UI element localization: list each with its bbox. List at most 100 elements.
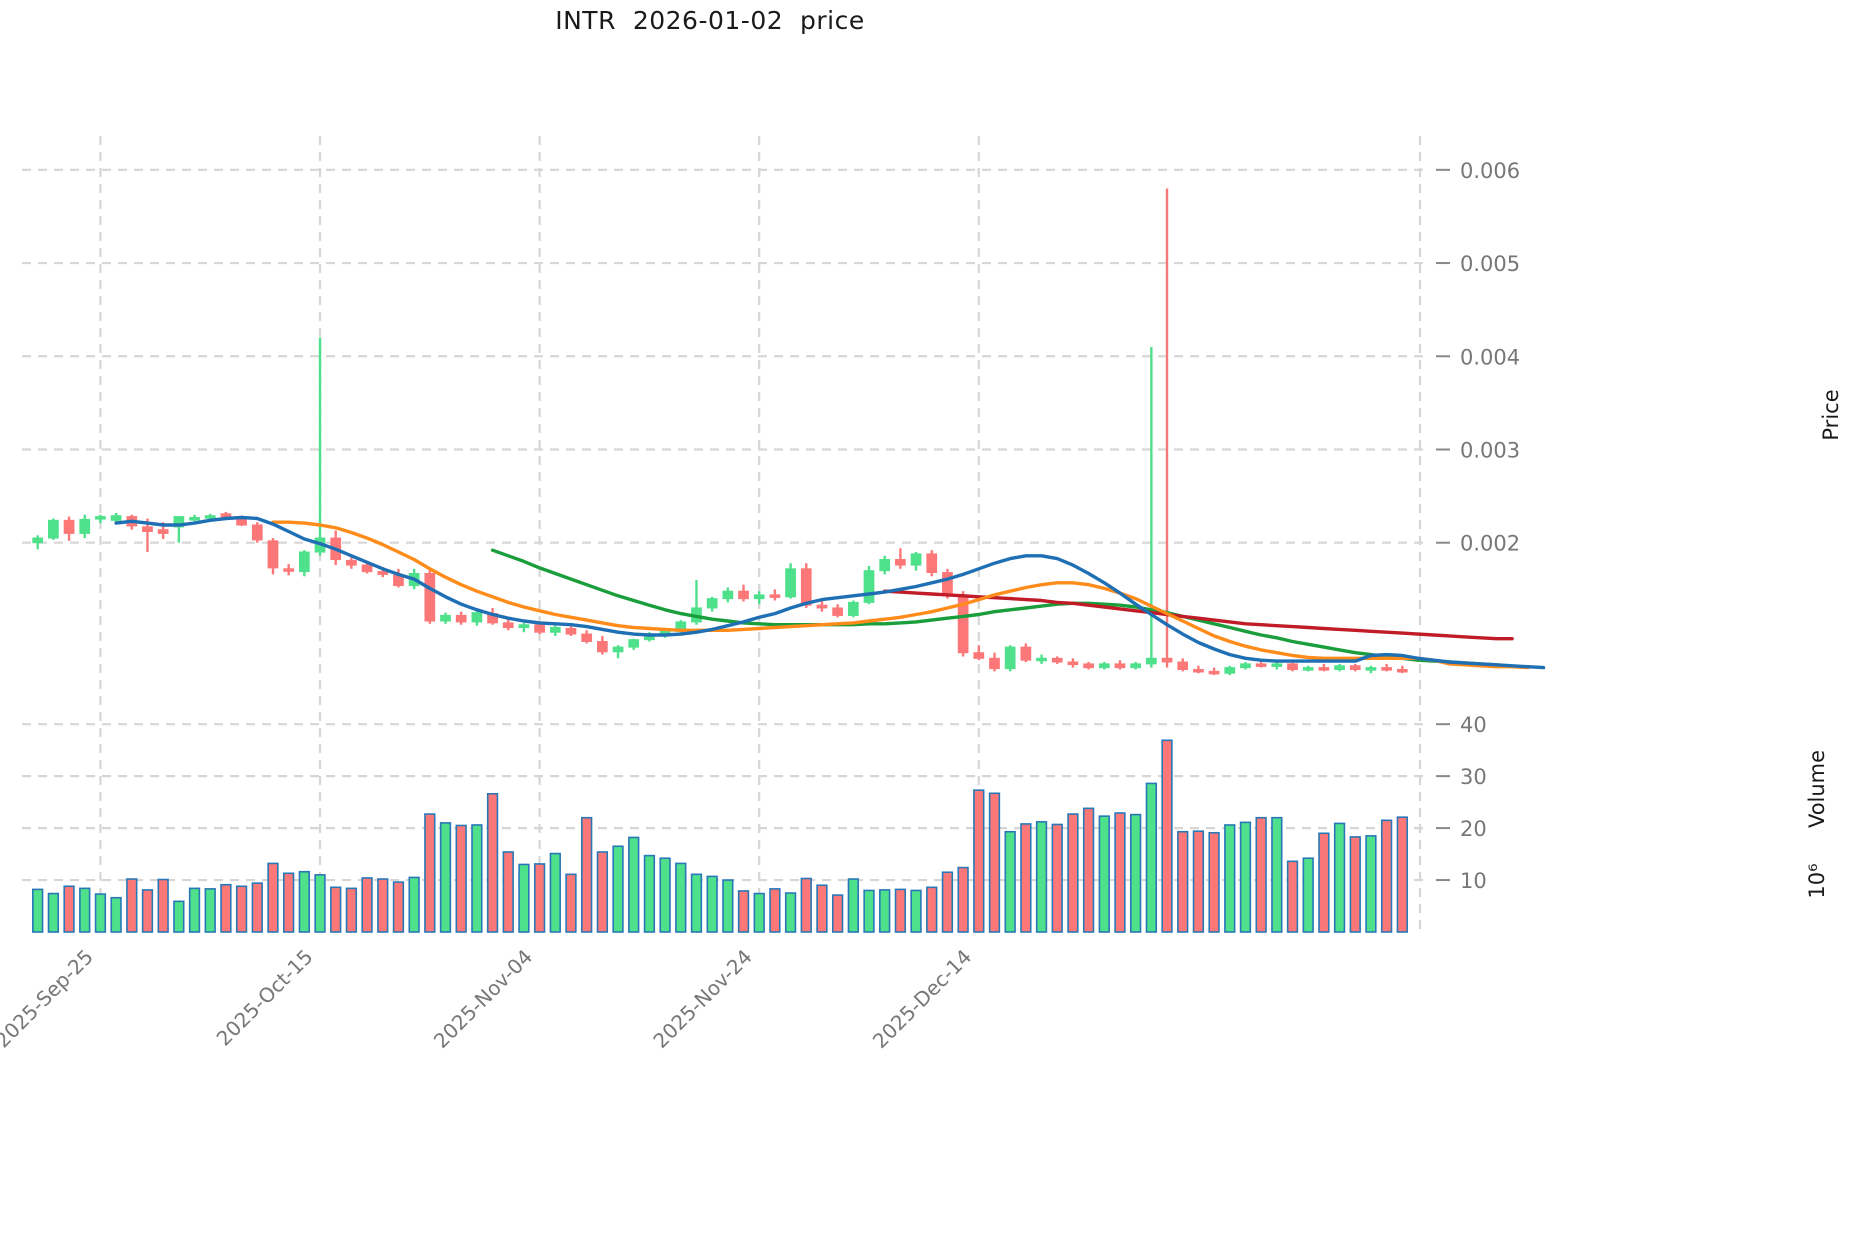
volume-bar bbox=[769, 888, 781, 933]
volume-bar bbox=[1380, 819, 1393, 933]
candle-body bbox=[79, 518, 91, 534]
candle-body bbox=[298, 551, 310, 573]
candle-body bbox=[1224, 667, 1236, 674]
price-tick-label: 0.003 bbox=[1460, 438, 1520, 462]
candle-body bbox=[1036, 657, 1047, 662]
volume-tick-label: 20 bbox=[1460, 817, 1487, 841]
candle-body bbox=[1255, 663, 1267, 667]
candle-body bbox=[706, 598, 718, 609]
price-tick-label: 0.006 bbox=[1460, 159, 1520, 183]
volume-bar bbox=[408, 876, 420, 933]
volume-bar bbox=[439, 822, 452, 933]
volume-bar bbox=[204, 888, 216, 933]
candle-body bbox=[1161, 657, 1173, 663]
volume-bar bbox=[1255, 816, 1267, 933]
candle-body bbox=[1334, 665, 1345, 670]
candle-body bbox=[518, 624, 530, 629]
volume-bar bbox=[941, 871, 954, 933]
candle-body bbox=[1381, 667, 1392, 671]
volume-bar bbox=[1271, 816, 1283, 933]
volume-bar bbox=[1239, 821, 1252, 933]
candle-body bbox=[879, 558, 891, 572]
volume-bar bbox=[1177, 830, 1189, 933]
volume-bar bbox=[737, 890, 750, 933]
volume-bar bbox=[298, 870, 310, 933]
chart-title: INTR 2026-01-02 price bbox=[555, 6, 865, 35]
ma-line-blue bbox=[114, 515, 1546, 670]
candle-body bbox=[1396, 668, 1408, 673]
candle-body bbox=[267, 540, 279, 569]
candle-body bbox=[612, 646, 624, 653]
volume-bar bbox=[690, 873, 703, 933]
candle-body bbox=[251, 524, 263, 541]
volume-bar bbox=[377, 878, 389, 933]
volume-bar bbox=[1333, 822, 1346, 933]
volume-bar bbox=[1130, 813, 1142, 933]
volume-bar bbox=[392, 881, 405, 933]
volume-bar bbox=[1082, 807, 1095, 933]
candle-body bbox=[785, 568, 796, 598]
candle-body bbox=[110, 515, 122, 521]
candle-body bbox=[800, 568, 812, 606]
volume-bar bbox=[141, 889, 154, 933]
volume-bar bbox=[126, 878, 138, 933]
candle-body bbox=[1004, 646, 1016, 670]
volume-bar bbox=[94, 893, 107, 933]
volume-bar bbox=[235, 885, 248, 933]
candle-body bbox=[1145, 657, 1157, 665]
candle-body bbox=[1114, 663, 1126, 669]
volume-bar bbox=[345, 887, 358, 933]
candle-body bbox=[1349, 665, 1361, 670]
candle-body bbox=[361, 564, 373, 573]
volume-bar bbox=[1224, 824, 1236, 933]
volume-bar bbox=[32, 888, 44, 933]
volume-bar bbox=[879, 889, 891, 933]
candle-body bbox=[173, 516, 185, 528]
candle-body bbox=[973, 652, 985, 659]
candle-body bbox=[1287, 663, 1298, 670]
volume-bar bbox=[455, 824, 467, 933]
candle-body bbox=[596, 641, 608, 653]
volume-bar bbox=[110, 896, 122, 933]
candle-body bbox=[1067, 661, 1079, 666]
candle-body bbox=[1318, 667, 1330, 671]
candle-body bbox=[581, 633, 593, 643]
candle-body bbox=[377, 571, 389, 575]
volume-bar bbox=[926, 886, 938, 933]
volume-bar bbox=[1035, 821, 1048, 933]
volume-bar bbox=[659, 857, 671, 933]
price-axis-title: Price bbox=[1819, 389, 1843, 440]
candle-body bbox=[471, 612, 483, 623]
volume-bar bbox=[220, 883, 232, 933]
volume-bar bbox=[1145, 782, 1158, 933]
candle-body bbox=[895, 558, 906, 566]
candle-body bbox=[1193, 668, 1204, 673]
volume-bar bbox=[549, 852, 561, 933]
volume-axis-title: Volume bbox=[1805, 750, 1829, 828]
volume-bar bbox=[847, 878, 859, 933]
moving-average-lines-layer bbox=[114, 515, 1546, 670]
candle-body bbox=[910, 553, 922, 566]
volume-bar bbox=[1051, 823, 1063, 933]
volume-bar bbox=[486, 793, 499, 933]
volume-bar bbox=[330, 886, 342, 933]
candle-body bbox=[738, 590, 749, 600]
volume-bar bbox=[863, 889, 875, 933]
volume-bar bbox=[1396, 816, 1408, 933]
volume-bar bbox=[1349, 836, 1361, 933]
candle-body bbox=[63, 519, 75, 534]
candle-body bbox=[424, 572, 436, 622]
candle-body bbox=[1098, 663, 1110, 669]
volume-axis-exponent: 10⁶ bbox=[1805, 863, 1829, 898]
volume-bar bbox=[1161, 739, 1173, 933]
volume-bar bbox=[79, 887, 91, 933]
volume-bar bbox=[612, 845, 624, 933]
volume-bar bbox=[188, 887, 201, 933]
volume-bar bbox=[800, 877, 812, 933]
volume-bar bbox=[518, 863, 530, 933]
volume-bar bbox=[63, 885, 75, 933]
price-tick-label: 0.002 bbox=[1460, 532, 1520, 556]
ma-line-green bbox=[490, 548, 1499, 667]
volume-bar bbox=[565, 873, 577, 933]
volume-bar bbox=[502, 851, 514, 933]
